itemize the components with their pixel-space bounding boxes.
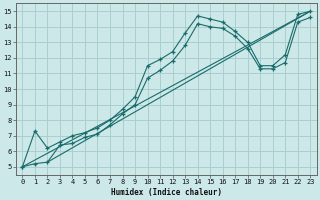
X-axis label: Humidex (Indice chaleur): Humidex (Indice chaleur) [111,188,222,197]
